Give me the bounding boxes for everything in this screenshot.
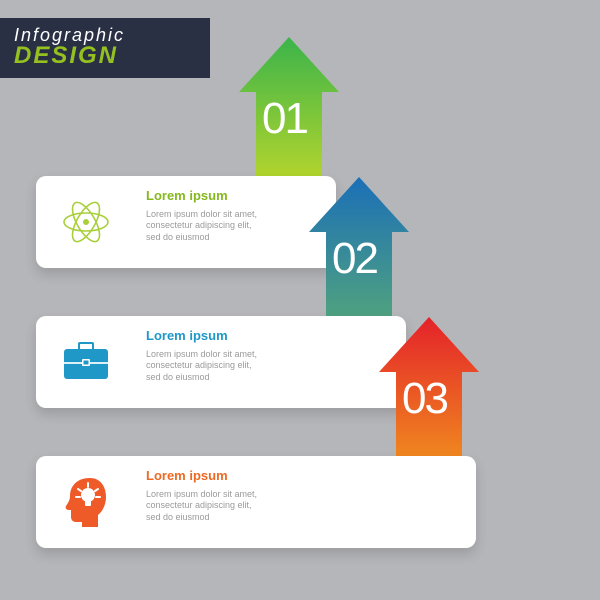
step-2-body: Lorem ipsum dolor sit amet, consectetur … bbox=[146, 349, 392, 383]
header-line2: DESIGN bbox=[14, 44, 186, 68]
step-3-title: Lorem ipsum bbox=[146, 468, 462, 483]
step-3-body: Lorem ipsum dolor sit amet, consectetur … bbox=[146, 489, 462, 523]
step-2-card: Lorem ipsum Lorem ipsum dolor sit amet, … bbox=[36, 316, 406, 408]
step-1-body: Lorem ipsum dolor sit amet, consectetur … bbox=[146, 209, 322, 243]
step-1-title: Lorem ipsum bbox=[146, 188, 322, 203]
step-2-title: Lorem ipsum bbox=[146, 328, 392, 343]
head-bulb-icon bbox=[56, 472, 116, 532]
step-3-card: Lorem ipsum Lorem ipsum dolor sit amet, … bbox=[36, 456, 476, 548]
briefcase-icon bbox=[56, 332, 116, 392]
header-bar: Infographic DESIGN bbox=[0, 18, 210, 78]
step-1-card: Lorem ipsum Lorem ipsum dolor sit amet, … bbox=[36, 176, 336, 268]
atom-icon bbox=[56, 192, 116, 252]
stage: Infographic DESIGN 01 Lorem ipsum Lorem … bbox=[0, 0, 600, 600]
